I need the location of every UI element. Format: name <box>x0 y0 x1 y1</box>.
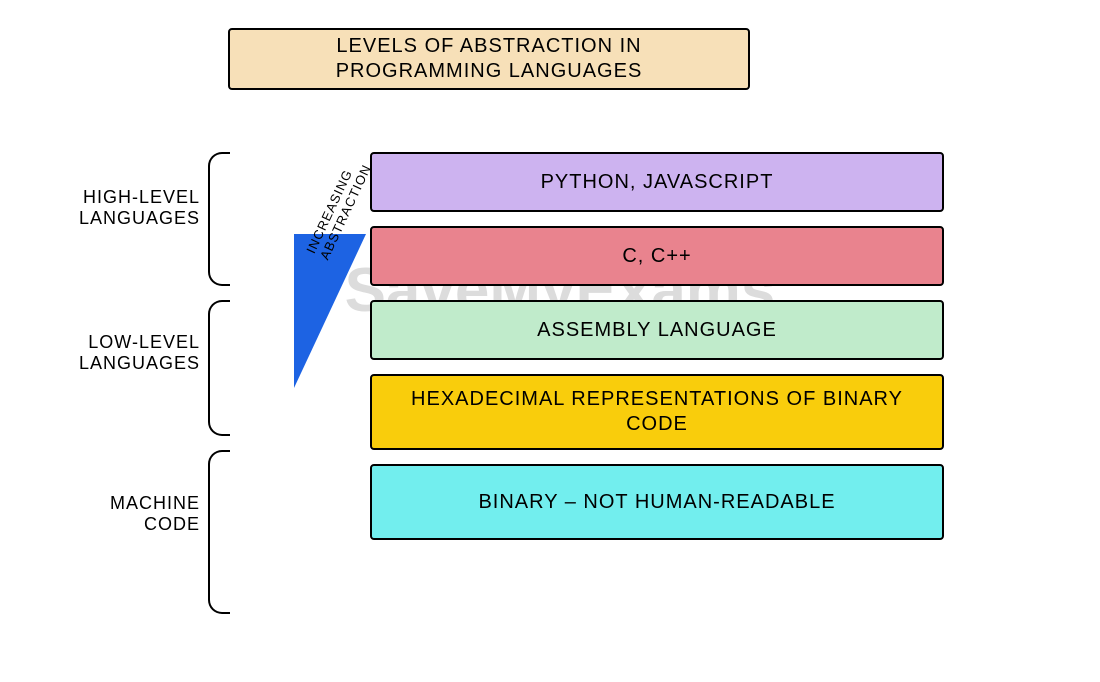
level-box-0: PYTHON, JAVASCRIPT <box>370 152 944 212</box>
level-box-1: C, C++ <box>370 226 944 286</box>
level-box-4: BINARY – NOT HUMAN-READABLE <box>370 464 944 540</box>
diagram-title: LEVELS OF ABSTRACTION IN PROGRAMMING LAN… <box>228 28 750 90</box>
category-label-low-level: LOW-LEVEL LANGUAGES <box>40 323 200 383</box>
level-box-3: HEXADECIMAL REPRESENTATIONS OF BINARY CO… <box>370 374 944 450</box>
category-label-high-level: HIGH-LEVEL LANGUAGES <box>40 178 200 238</box>
level-box-2: ASSEMBLY LANGUAGE <box>370 300 944 360</box>
brace-low-level <box>208 300 230 436</box>
brace-high-level <box>208 152 230 286</box>
brace-machine-code <box>208 450 230 614</box>
category-label-machine-code: MACHINE CODE <box>40 484 200 544</box>
